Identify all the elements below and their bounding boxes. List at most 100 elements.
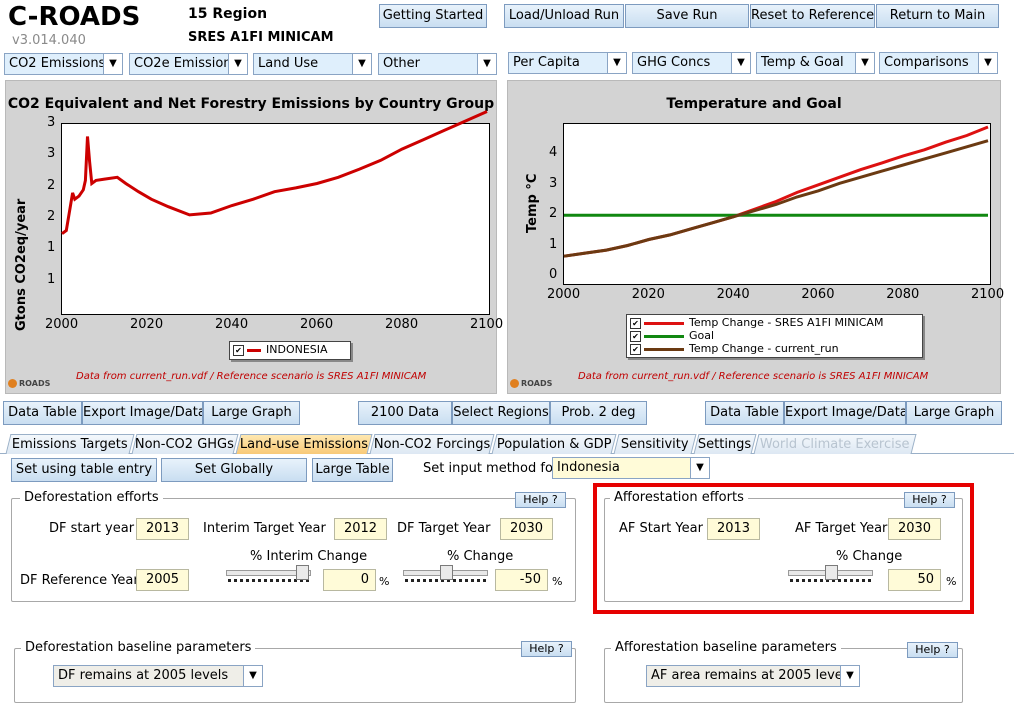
emissions-plot-area <box>61 110 490 315</box>
af-start-year-field[interactable]: 2013 <box>707 518 760 540</box>
export-image-data-button-left[interactable]: Export Image/Data <box>82 401 203 425</box>
ghg-concs-dropdown[interactable]: GHG Concs ▼ <box>632 52 751 74</box>
af-change-field[interactable]: 50 <box>888 569 941 591</box>
large-graph-button-left[interactable]: Large Graph <box>203 401 300 425</box>
y-tick-label: 2 <box>47 177 56 193</box>
legend-swatch <box>644 334 684 338</box>
interim-change-label: % Interim Change <box>250 549 368 564</box>
tab-sensitivity[interactable]: Sensitivity <box>613 434 697 454</box>
input-method-dropdown[interactable]: Indonesia ▼ <box>552 457 710 479</box>
save-run-button[interactable]: Save Run <box>625 4 749 28</box>
load-unload-run-button[interactable]: Load/Unload Run <box>504 4 624 28</box>
legend-checkbox[interactable]: ✔ <box>630 317 641 329</box>
chevron-down-icon: ▼ <box>855 53 874 73</box>
highlight-box <box>593 483 974 614</box>
legend-checkbox[interactable]: ✔ <box>630 343 641 355</box>
x-tick-label: 2000 <box>547 287 581 302</box>
prob-2-deg-button[interactable]: Prob. 2 deg <box>550 401 647 425</box>
dropdown-label: Indonesia <box>557 460 620 475</box>
af-target-year-field[interactable]: 2030 <box>888 518 941 540</box>
chevron-down-icon: ▼ <box>607 53 626 73</box>
export-image-data-button-right[interactable]: Export Image/Data <box>784 401 906 425</box>
chart-footnote: Data from current_run.vdf / Reference sc… <box>578 371 929 382</box>
temperature-legend[interactable]: ✔ Temp Change - SRES A1FI MINICAM ✔ Goal ✔… <box>626 314 923 358</box>
help-button[interactable]: Help ? <box>521 641 572 657</box>
interim-change-slider[interactable] <box>226 565 311 585</box>
emissions-legend[interactable]: ✔ INDONESIA <box>229 341 351 360</box>
af-baseline-dropdown[interactable]: AF area remains at 2005 levels ▼ <box>646 665 860 687</box>
df-baseline-dropdown[interactable]: DF remains at 2005 levels ▼ <box>53 665 263 687</box>
legend-swatch <box>644 347 684 351</box>
df-target-year-field[interactable]: 2030 <box>500 518 553 540</box>
temp-goal-dropdown[interactable]: Temp & Goal ▼ <box>756 52 875 74</box>
data-table-button-right[interactable]: Data Table <box>705 401 784 425</box>
chevron-down-icon: ▼ <box>840 666 859 686</box>
y-tick-label: 1 <box>47 240 56 256</box>
dropdown-label: CO2 Emissions <box>9 56 106 71</box>
deforestation-baseline-group: Deforestation baseline parameters Help ?… <box>14 640 576 703</box>
interim-change-field[interactable]: 0 <box>323 569 376 591</box>
return-to-main-button[interactable]: Return to Main <box>876 4 999 28</box>
legend-checkbox[interactable]: ✔ <box>233 344 244 356</box>
dropdown-label: Comparisons <box>884 55 969 70</box>
x-tick-label: 2080 <box>886 287 920 302</box>
getting-started-button[interactable]: Getting Started <box>379 4 487 28</box>
legend-label: INDONESIA <box>266 343 328 356</box>
dropdown-label: Temp & Goal <box>761 55 844 70</box>
change-slider[interactable] <box>403 565 488 585</box>
af-start-year-label: AF Start Year <box>619 521 703 536</box>
chevron-down-icon: ▼ <box>690 458 709 478</box>
deforestation-efforts-group: Deforestation efforts Help ? DF start ye… <box>11 490 576 602</box>
af-change-slider[interactable] <box>788 565 873 585</box>
legend-label: Temp Change - SRES A1FI MINICAM <box>689 316 884 329</box>
per-capita-dropdown[interactable]: Per Capita ▼ <box>508 52 627 74</box>
group-title: Deforestation efforts <box>20 490 163 505</box>
2100-data-button[interactable]: 2100 Data <box>358 401 452 425</box>
dropdown-label: CO2e Emissions <box>134 56 239 71</box>
interim-target-year-field[interactable]: 2012 <box>334 518 387 540</box>
comparisons-dropdown[interactable]: Comparisons ▼ <box>879 52 998 74</box>
large-table-button[interactable]: Large Table <box>312 458 393 482</box>
tab-settings[interactable]: Settings <box>693 434 757 454</box>
select-regions-button[interactable]: Select Regions <box>452 401 550 425</box>
df-start-year-field[interactable]: 2013 <box>136 518 189 540</box>
co2-emissions-dropdown[interactable]: CO2 Emissions ▼ <box>4 53 123 75</box>
df-reference-year-field[interactable]: 2005 <box>136 569 189 591</box>
x-tick-label: 2060 <box>801 287 835 302</box>
y-tick-label: 3 <box>47 146 56 162</box>
set-globally-button[interactable]: Set Globally <box>161 458 307 482</box>
co2e-emissions-dropdown[interactable]: CO2e Emissions ▼ <box>129 53 248 75</box>
tab-non-co2-forcings[interactable]: Non-CO2 Forcings <box>369 434 495 454</box>
app-title: C-ROADS <box>8 2 141 32</box>
chart-title: CO2 Equivalent and Net Forestry Emission… <box>7 96 495 112</box>
x-tick-label: 2020 <box>631 287 665 302</box>
set-using-table-entry-button[interactable]: Set using table entry <box>11 458 157 482</box>
x-tick-label: 2040 <box>215 317 249 332</box>
help-button[interactable]: Help ? <box>904 492 955 508</box>
scenario-label: SRES A1FI MINICAM <box>188 30 334 45</box>
tab-non-co2-ghgs[interactable]: Non-CO2 GHGs <box>131 434 239 454</box>
change-field[interactable]: -50 <box>495 569 548 591</box>
input-method-label: Set input method for <box>423 461 559 476</box>
region-label: 15 Region <box>188 6 268 22</box>
y-tick-label: 3 <box>549 175 558 191</box>
other-dropdown[interactable]: Other ▼ <box>378 53 497 75</box>
x-tick-label: 2020 <box>130 317 164 332</box>
slider-thumb[interactable] <box>440 565 453 580</box>
large-graph-button-right[interactable]: Large Graph <box>906 401 1002 425</box>
y-axis-label: Temp °C <box>525 173 540 233</box>
af-target-year-label: AF Target Year <box>795 521 888 536</box>
data-table-button-left[interactable]: Data Table <box>3 401 82 425</box>
legend-checkbox[interactable]: ✔ <box>630 330 641 342</box>
reset-to-reference-button[interactable]: Reset to Reference <box>750 4 875 28</box>
help-button[interactable]: Help ? <box>515 492 566 508</box>
tab-land-use-emissions[interactable]: Land-use Emissions <box>235 434 373 454</box>
land-use-dropdown[interactable]: Land Use ▼ <box>253 53 372 75</box>
tab-population-gdp[interactable]: Population & GDP <box>491 434 617 454</box>
legend-swatch <box>247 348 261 352</box>
help-button[interactable]: Help ? <box>907 642 958 658</box>
slider-thumb[interactable] <box>825 565 838 580</box>
slider-thumb[interactable] <box>296 565 310 580</box>
tab-emissions-targets[interactable]: Emissions Targets <box>5 434 135 454</box>
y-tick-label: 2 <box>549 206 558 222</box>
